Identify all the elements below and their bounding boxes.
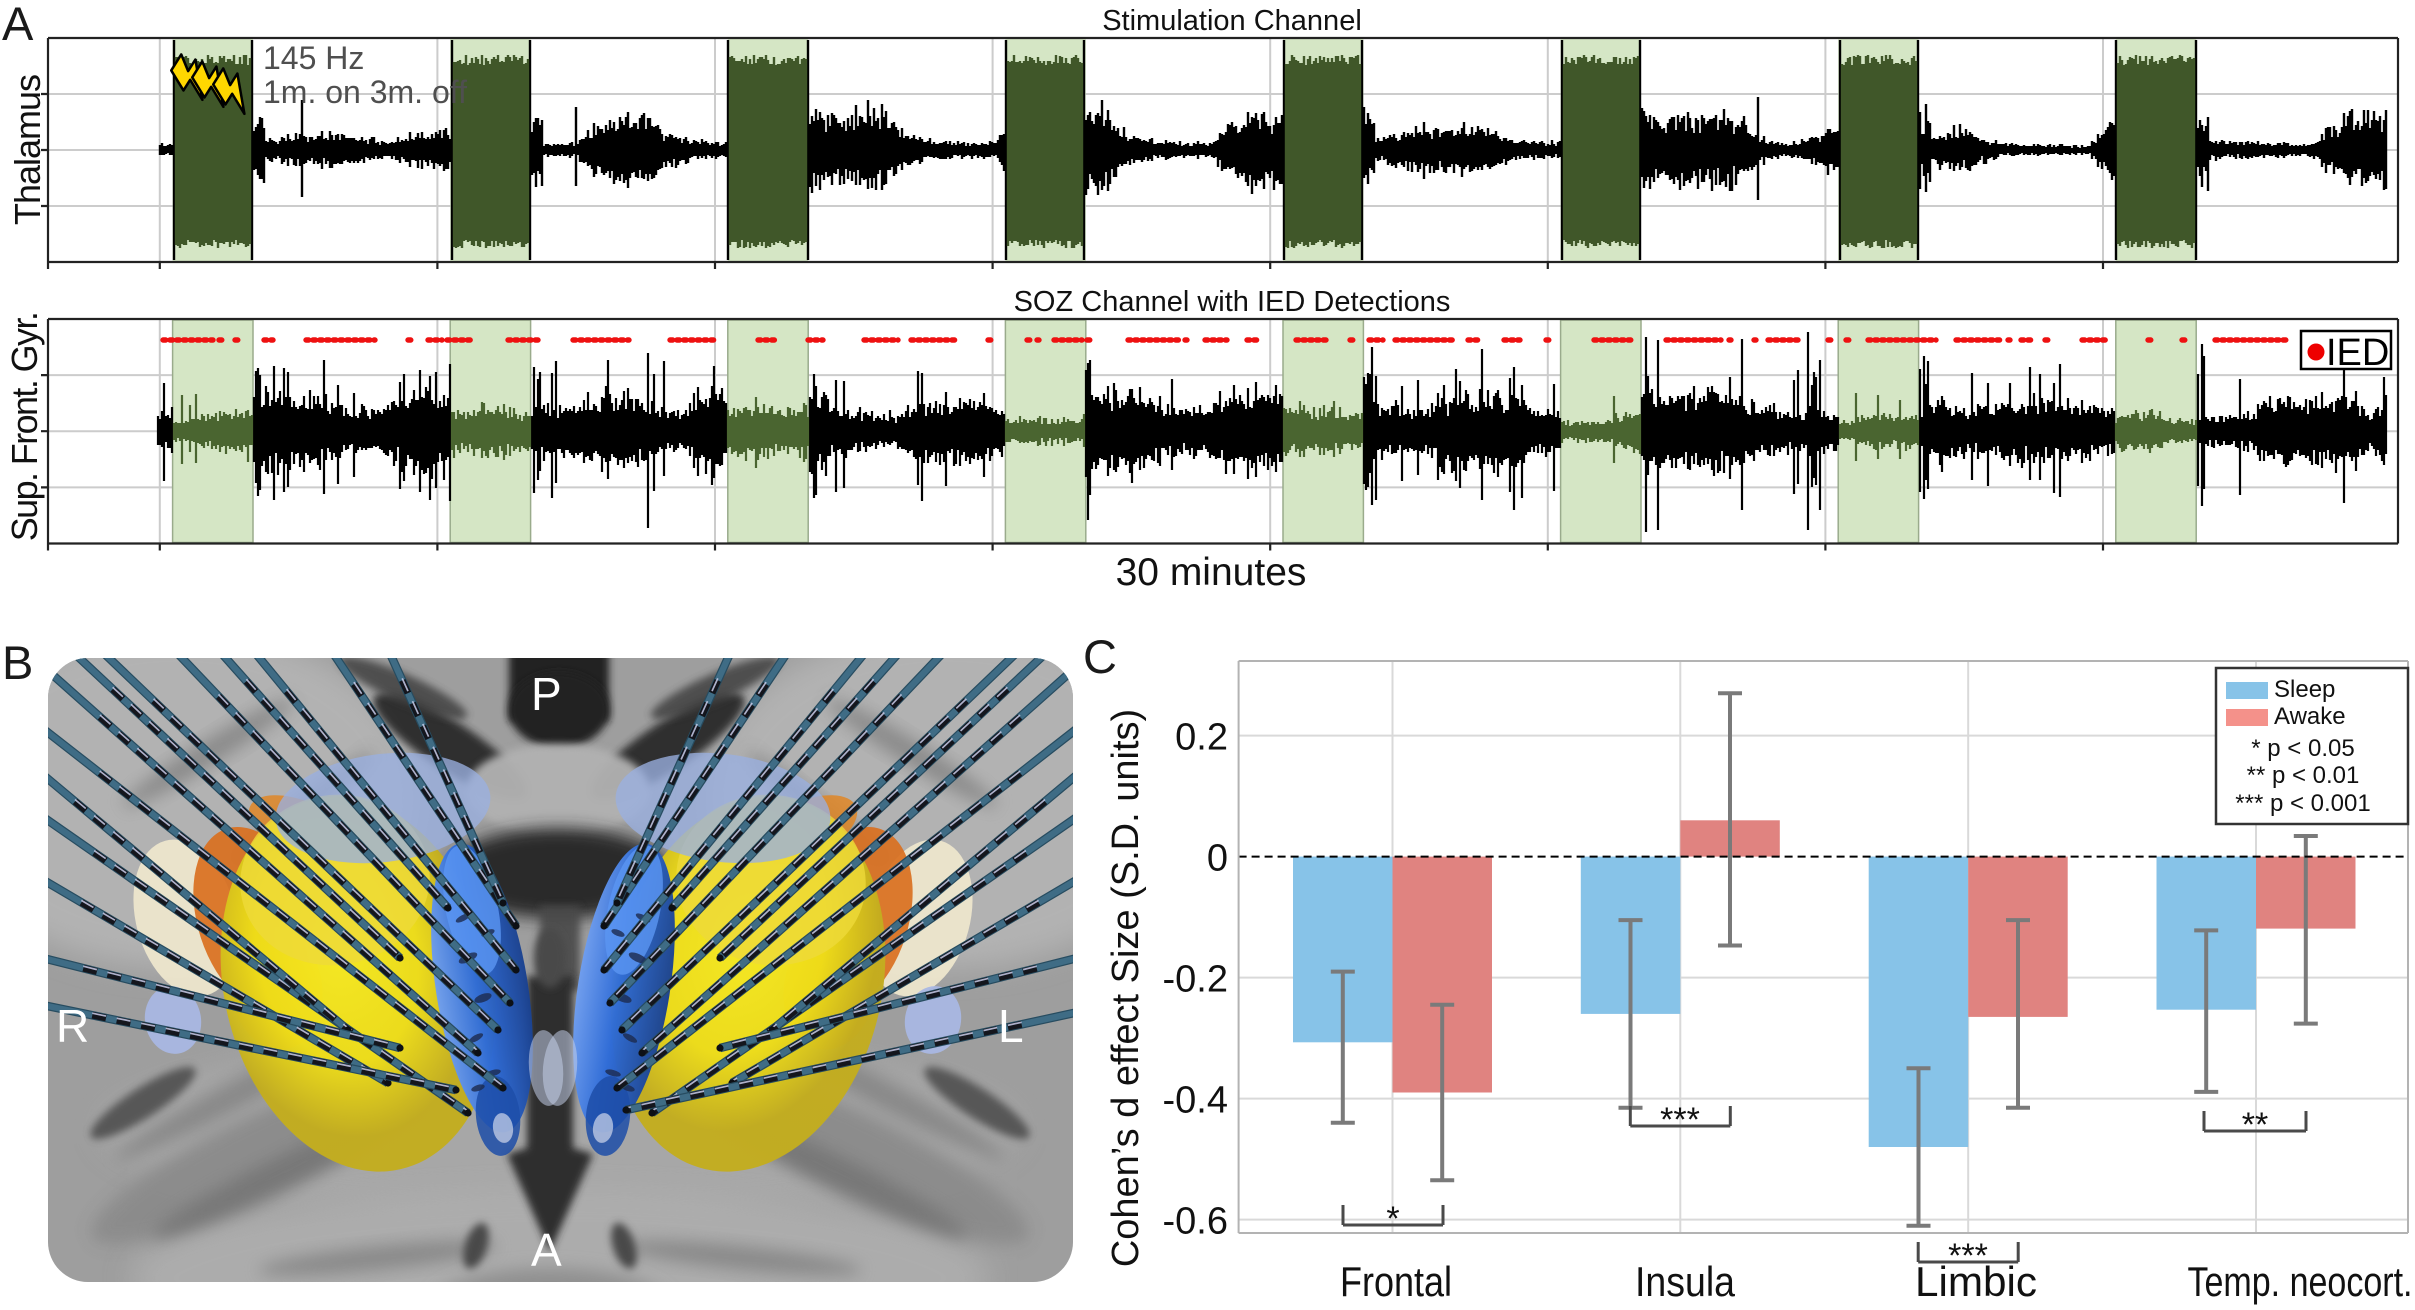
svg-text:Awake: Awake bbox=[2274, 703, 2346, 730]
svg-text:0: 0 bbox=[1207, 838, 1228, 880]
svg-text:Sup. Front. Gyr.: Sup. Front. Gyr. bbox=[4, 313, 45, 542]
svg-text:-0.4: -0.4 bbox=[1163, 1080, 1228, 1122]
svg-text:*** p < 0.001: *** p < 0.001 bbox=[2235, 790, 2370, 817]
svg-text:-0.2: -0.2 bbox=[1163, 959, 1228, 1001]
svg-text:P: P bbox=[531, 668, 562, 720]
svg-text:0.2: 0.2 bbox=[1175, 717, 1228, 759]
svg-text:**: ** bbox=[2242, 1106, 2268, 1144]
svg-text:R: R bbox=[56, 1000, 89, 1052]
svg-text:L: L bbox=[998, 1000, 1024, 1052]
svg-text:Insula: Insula bbox=[1635, 1258, 1736, 1305]
svg-text:-0.6: -0.6 bbox=[1163, 1201, 1228, 1243]
svg-text:A: A bbox=[531, 1224, 562, 1276]
svg-text:** p < 0.01: ** p < 0.01 bbox=[2247, 762, 2360, 789]
svg-text:1m. on 3m. off: 1m. on 3m. off bbox=[263, 74, 467, 110]
svg-text:***: *** bbox=[1660, 1101, 1700, 1139]
svg-text:Frontal: Frontal bbox=[1340, 1258, 1452, 1305]
svg-text:A: A bbox=[2, 0, 34, 50]
svg-text:Limbic: Limbic bbox=[1915, 1258, 2037, 1305]
svg-text:*: * bbox=[1386, 1200, 1399, 1238]
svg-text:* p < 0.05: * p < 0.05 bbox=[2251, 735, 2354, 762]
svg-text:Thalamus: Thalamus bbox=[7, 75, 48, 225]
svg-text:145 Hz: 145 Hz bbox=[263, 40, 364, 76]
svg-text:***: *** bbox=[1948, 1237, 1988, 1275]
svg-text:B: B bbox=[2, 636, 33, 689]
svg-text:Sleep: Sleep bbox=[2274, 676, 2335, 703]
svg-text:C: C bbox=[1083, 630, 1117, 683]
svg-text:Temp. neocort.: Temp. neocort. bbox=[2188, 1258, 2413, 1305]
svg-text:Stimulation Channel: Stimulation Channel bbox=[1102, 5, 1362, 37]
svg-text:Cohen’s d effect Size (S.D. un: Cohen’s d effect Size (S.D. units) bbox=[1105, 709, 1147, 1267]
svg-text:SOZ Channel with IED Detection: SOZ Channel with IED Detections bbox=[1014, 286, 1451, 318]
svg-text:IED: IED bbox=[2326, 332, 2389, 374]
svg-text:30 minutes: 30 minutes bbox=[1116, 551, 1307, 594]
